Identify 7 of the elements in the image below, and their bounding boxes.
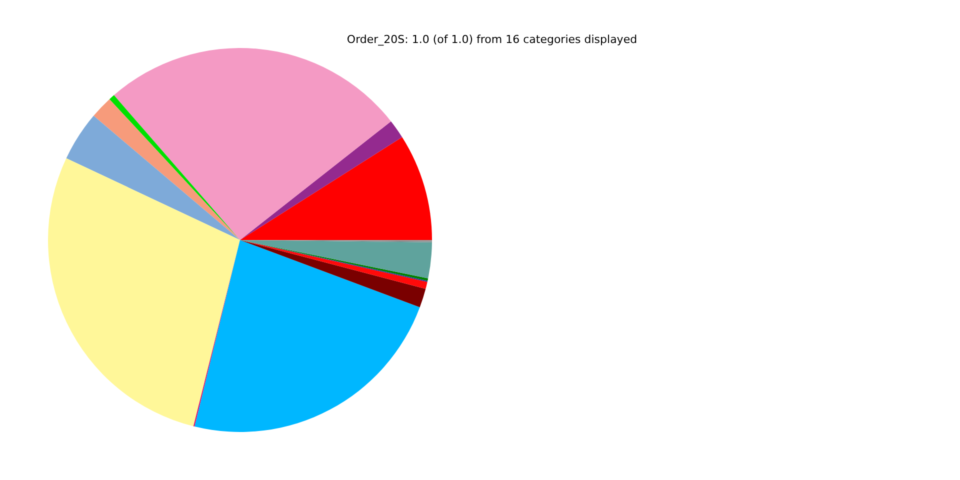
- pie-slice: [194, 240, 420, 432]
- pie-slice: [114, 48, 391, 240]
- text: Order_20S: 1.0 (of 1.0) from 16 categories displayed: [346, 33, 638, 46]
- pie-slice: [48, 158, 240, 426]
- pie-slice: [66, 116, 240, 240]
- pie-slice: [240, 121, 402, 240]
- pie-slice: [240, 240, 426, 308]
